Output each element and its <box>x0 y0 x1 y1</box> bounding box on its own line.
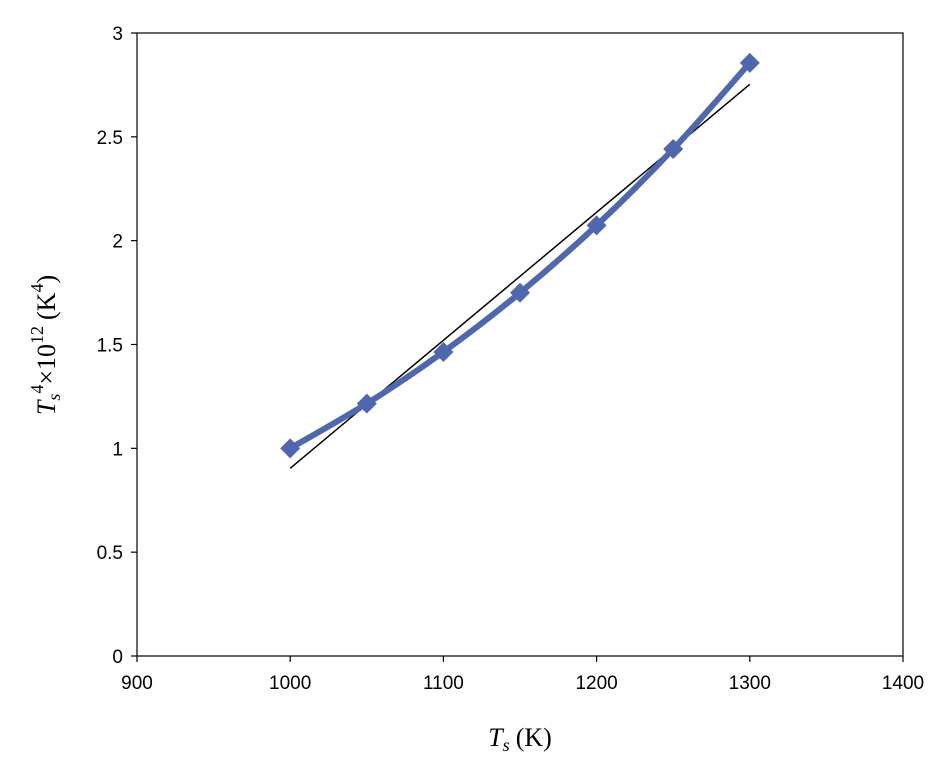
y-tick-label: 2.5 <box>97 128 123 149</box>
data-point-marker <box>356 393 377 414</box>
x-tick-label: 1300 <box>729 673 771 694</box>
data-point-marker <box>433 341 454 362</box>
y-tick-label: 0 <box>112 647 123 668</box>
data-point-marker <box>280 438 301 459</box>
x-tick-label: 1400 <box>882 673 924 694</box>
data-point-marker <box>586 215 607 236</box>
data-point-marker <box>510 282 530 303</box>
series-line <box>288 60 753 451</box>
y-tick-labels: 0 0.5 1 1.5 2 2.5 3 <box>97 24 123 668</box>
y-tick-label: 2 <box>112 232 123 253</box>
y-tick-label: 3 <box>112 24 123 45</box>
x-tick-label: 1100 <box>423 673 464 694</box>
y-tick-label: 0.5 <box>97 543 123 564</box>
x-tick-labels: 900 1000 1100 1200 1300 1400 <box>121 673 924 694</box>
x-tick-label: 900 <box>121 673 153 694</box>
axes <box>131 32 904 662</box>
y-tick-label: 1 <box>112 439 123 460</box>
x-axis-label: Ts (K) <box>488 723 552 755</box>
x-tick-label: 1200 <box>575 673 617 694</box>
y-axis-label: Ts4×1012(K4) <box>27 275 64 415</box>
series-markers <box>280 52 760 459</box>
data-point-marker <box>663 139 684 160</box>
data-point-marker <box>739 52 760 73</box>
y-tick-label: 1.5 <box>97 336 123 357</box>
x-tick-label: 1000 <box>269 673 311 694</box>
plot-frame <box>136 32 904 657</box>
